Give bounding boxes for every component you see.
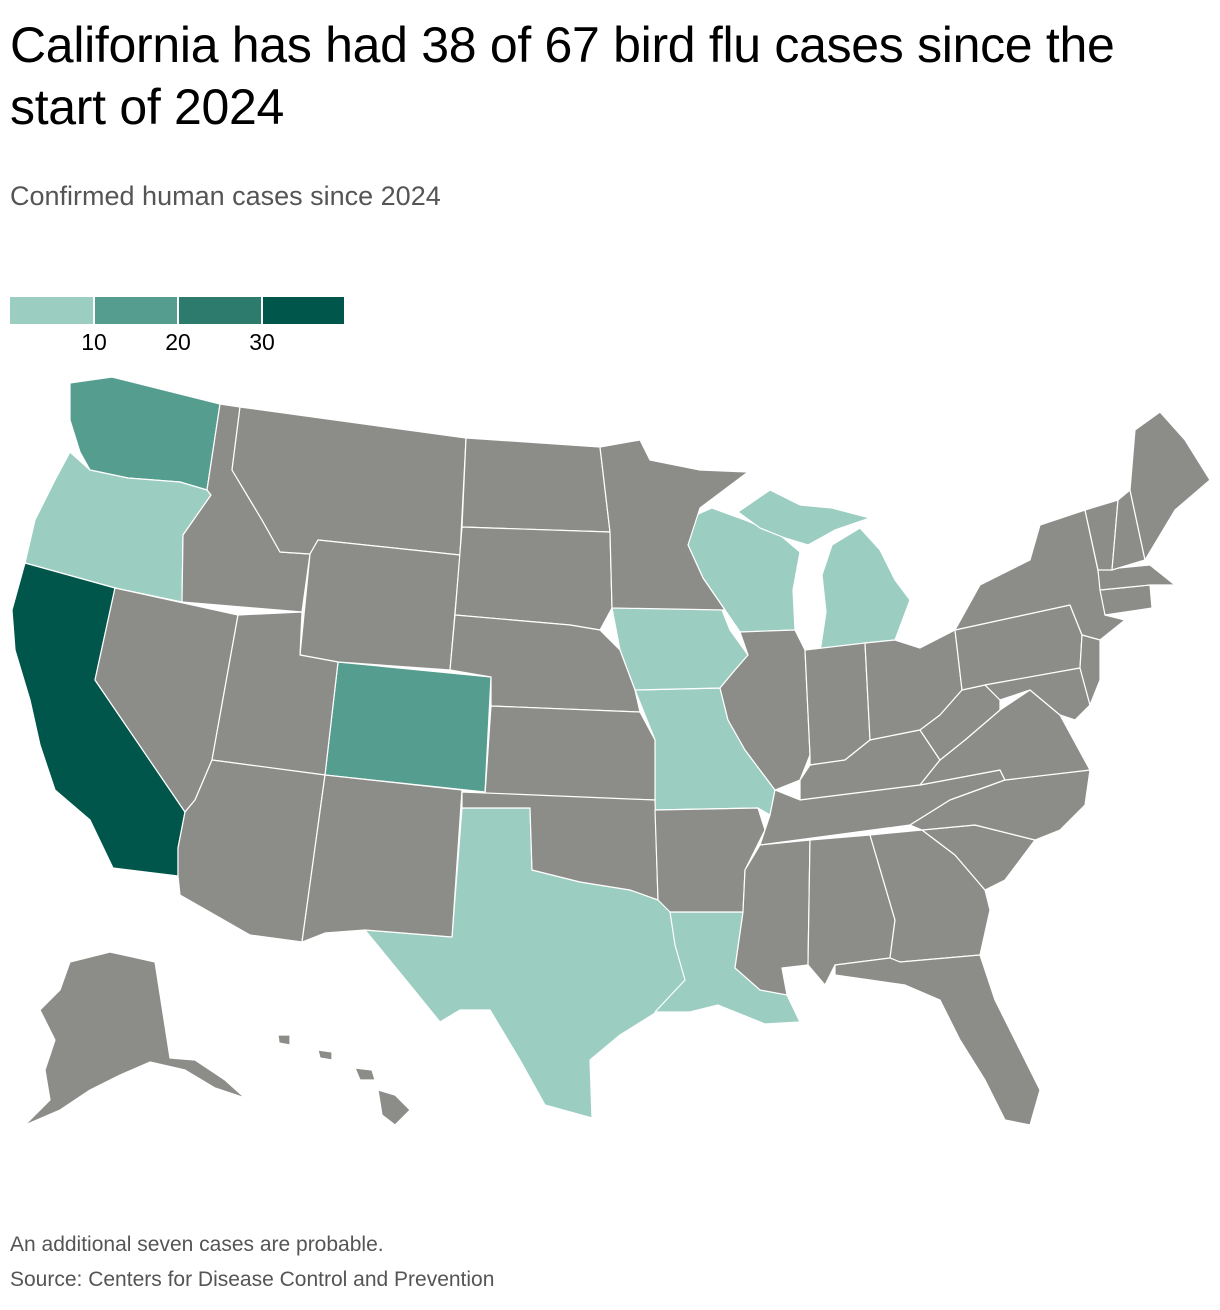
state-michigan-lower [819, 527, 911, 653]
source-note: Source: Centers for Disease Control and … [10, 1268, 495, 1291]
state-new-mexico [301, 774, 463, 943]
state-kansas [484, 705, 656, 801]
state-michigan-upper [737, 489, 871, 546]
state-nebraska [449, 614, 641, 713]
legend-tick-10 [93, 297, 95, 326]
state-new-jersey [1079, 634, 1101, 706]
legend-swatch-1 [10, 297, 94, 324]
legend-swatch-4 [262, 297, 344, 324]
legend-tick-20 [177, 297, 179, 326]
state-iowa [611, 604, 749, 691]
legend-swatch-3 [178, 297, 262, 324]
state-minnesota [599, 439, 749, 611]
state-hawaii-kauai [277, 1034, 291, 1046]
state-massachusetts [1097, 564, 1176, 591]
state-florida [834, 954, 1041, 1126]
chart-subtitle: Confirmed human cases since 2024 [10, 181, 441, 211]
us-choropleth-map [11, 376, 1211, 1126]
chart-title: California has had 38 of 67 bird flu cas… [10, 17, 1115, 135]
state-hawaii-big-island [377, 1089, 411, 1126]
legend-swatch-2 [94, 297, 178, 324]
state-alaska [24, 951, 246, 1126]
state-hawaii-oahu [317, 1049, 333, 1061]
state-south-dakota [454, 526, 613, 631]
legend-label-30: 30 [249, 329, 275, 355]
state-colorado [324, 661, 492, 793]
state-arizona [177, 759, 326, 943]
state-north-carolina [909, 769, 1091, 841]
state-maine [1129, 411, 1211, 561]
state-wyoming [299, 539, 461, 671]
state-indiana [804, 642, 871, 766]
state-hawaii-maui [354, 1067, 376, 1081]
color-legend: 10 20 30 [10, 297, 350, 357]
legend-label-10: 10 [81, 329, 107, 355]
footnote: An additional seven cases are probable. [10, 1233, 384, 1256]
legend-label-20: 20 [165, 329, 191, 355]
state-north-dakota [461, 437, 611, 533]
state-illinois [719, 629, 811, 791]
legend-tick-30 [261, 297, 263, 326]
